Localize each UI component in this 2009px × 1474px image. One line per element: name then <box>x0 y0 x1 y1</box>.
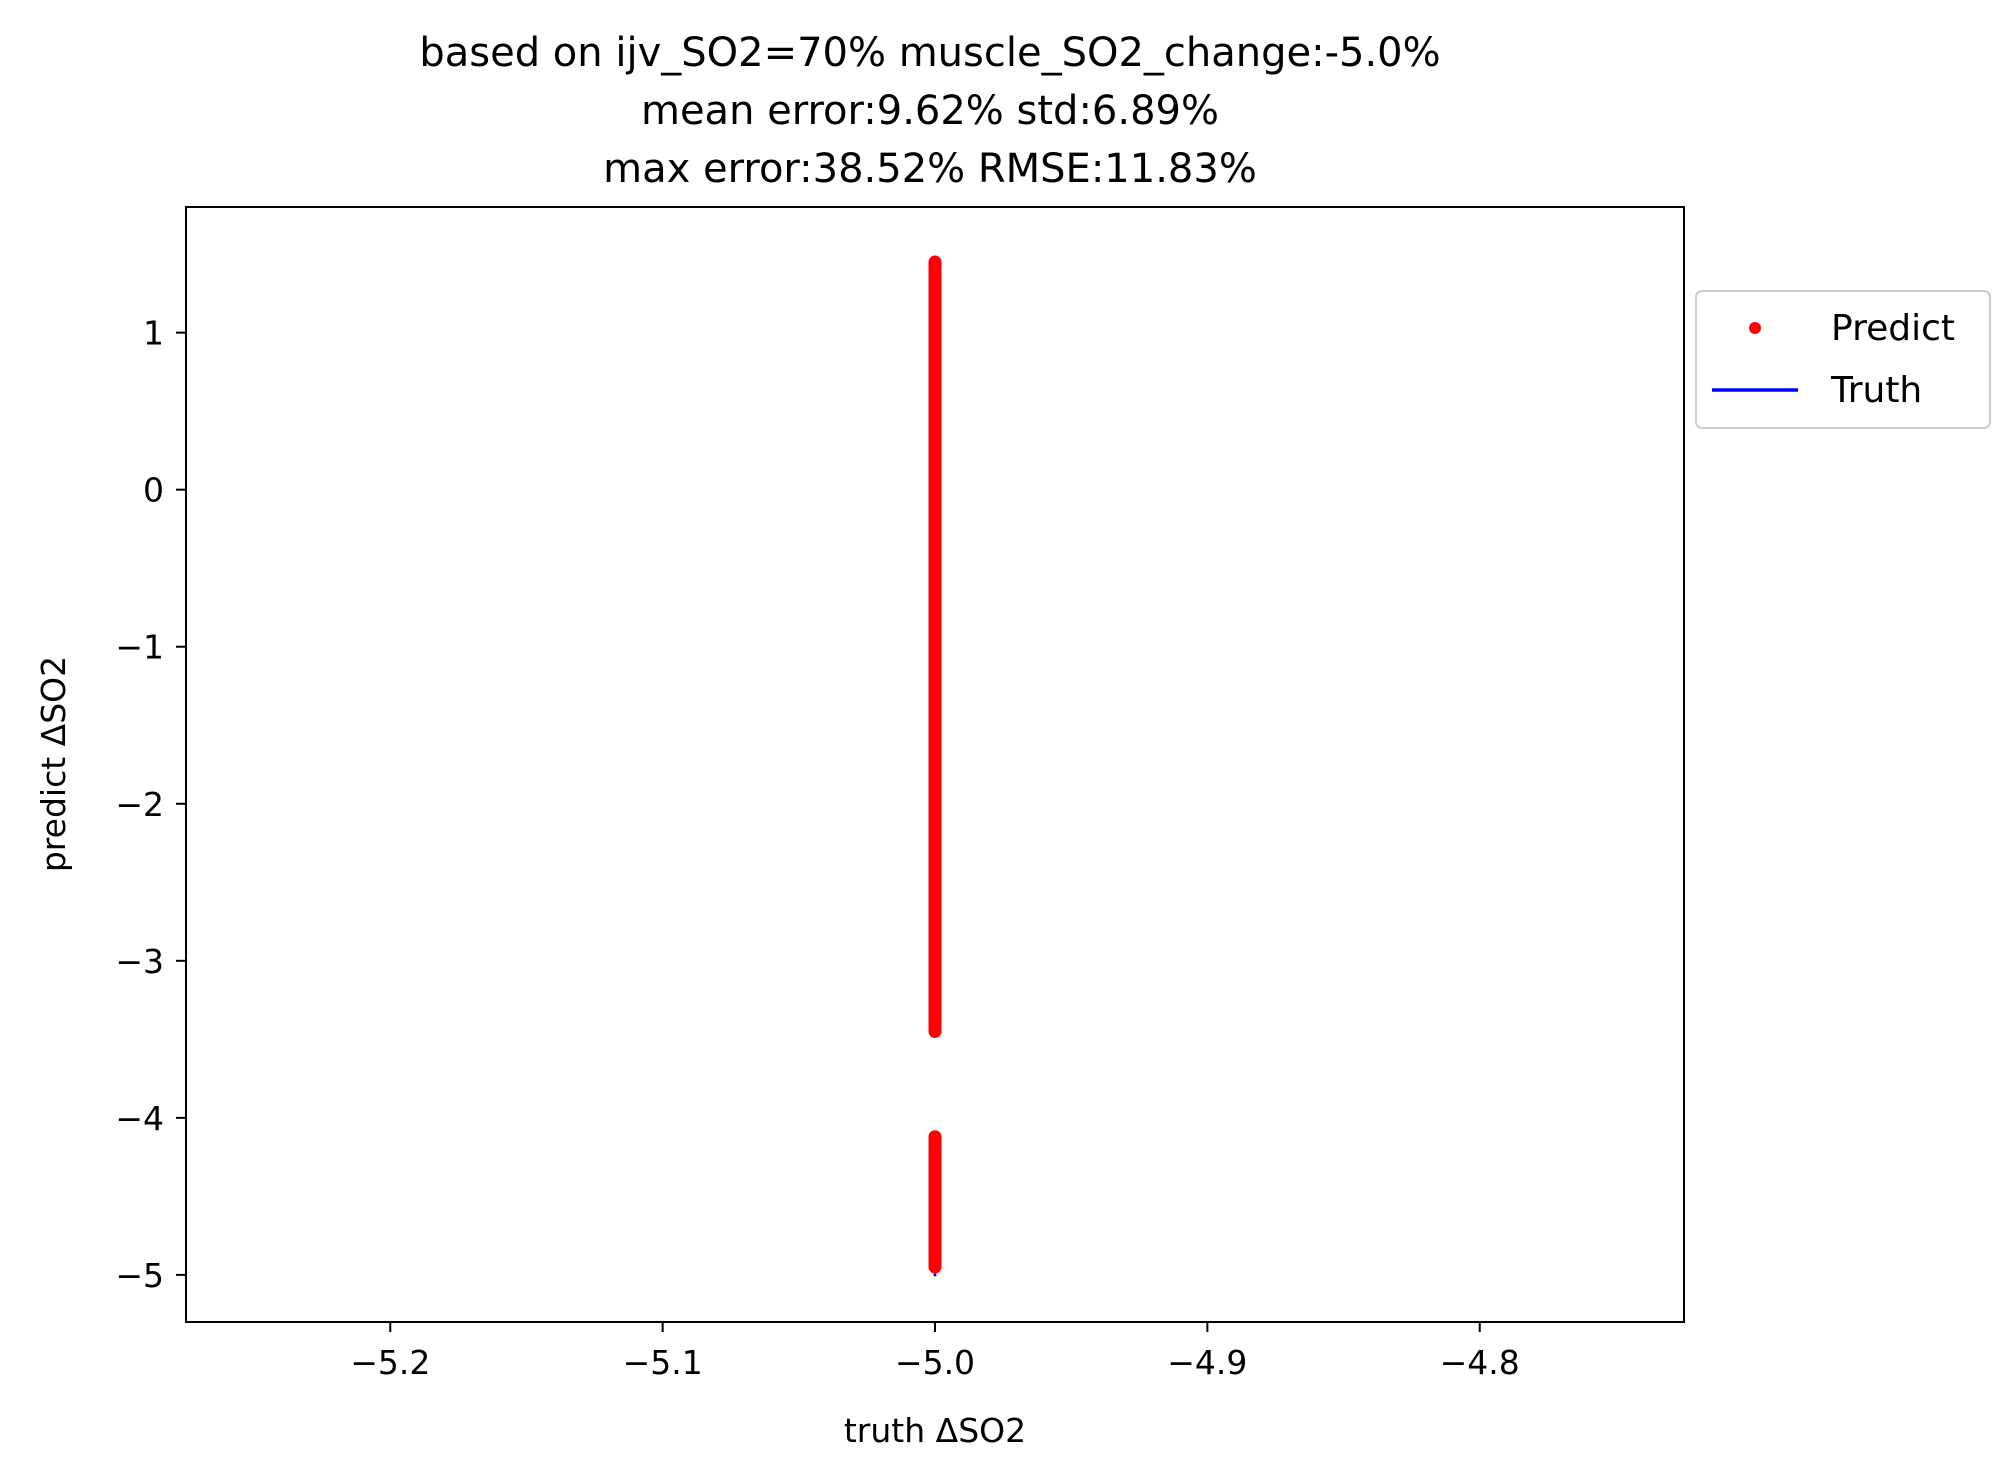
title-line-2: mean error:9.62% std:6.89% <box>641 88 1219 134</box>
title-line-1: based on ijv_SO2=70% muscle_SO2_change:-… <box>419 30 1440 76</box>
x-tick-label: −5.0 <box>895 1343 975 1382</box>
truth-point <box>933 1273 937 1277</box>
x-tick-label: −4.8 <box>1440 1343 1520 1382</box>
y-tick-label: 0 <box>143 471 164 510</box>
y-tick-label: −5 <box>115 1256 164 1295</box>
title-line-3: max error:38.52% RMSE:11.83% <box>603 146 1257 192</box>
x-axis-label: truth ΔSO2 <box>844 1411 1026 1450</box>
y-tick-label: −3 <box>115 942 164 981</box>
x-tick-label: −5.2 <box>350 1343 430 1382</box>
y-tick-label: −1 <box>115 628 164 667</box>
legend-predict-label: Predict <box>1831 308 1955 349</box>
x-axis: −5.2 −5.1 −5.0 −4.9 −4.8 <box>350 1322 1520 1382</box>
legend-truth-label: Truth <box>1830 370 1922 411</box>
y-tick-label: −2 <box>115 785 164 824</box>
x-tick-label: −5.1 <box>623 1343 703 1382</box>
legend-box <box>1695 290 1991 429</box>
plot-marks <box>928 255 942 1277</box>
y-tick-label: 1 <box>143 314 164 353</box>
x-tick-label: −4.9 <box>1167 1343 1247 1382</box>
y-axis-label: predict ΔSO2 <box>34 656 73 872</box>
legend: Predict Truth <box>1695 290 1991 429</box>
legend-predict-marker <box>1749 322 1761 334</box>
y-tick-label: −4 <box>115 1099 164 1138</box>
y-axis: 1 0 −1 −2 −3 −4 −5 <box>115 314 186 1295</box>
chart-title: based on ijv_SO2=70% muscle_SO2_change:-… <box>419 30 1440 192</box>
